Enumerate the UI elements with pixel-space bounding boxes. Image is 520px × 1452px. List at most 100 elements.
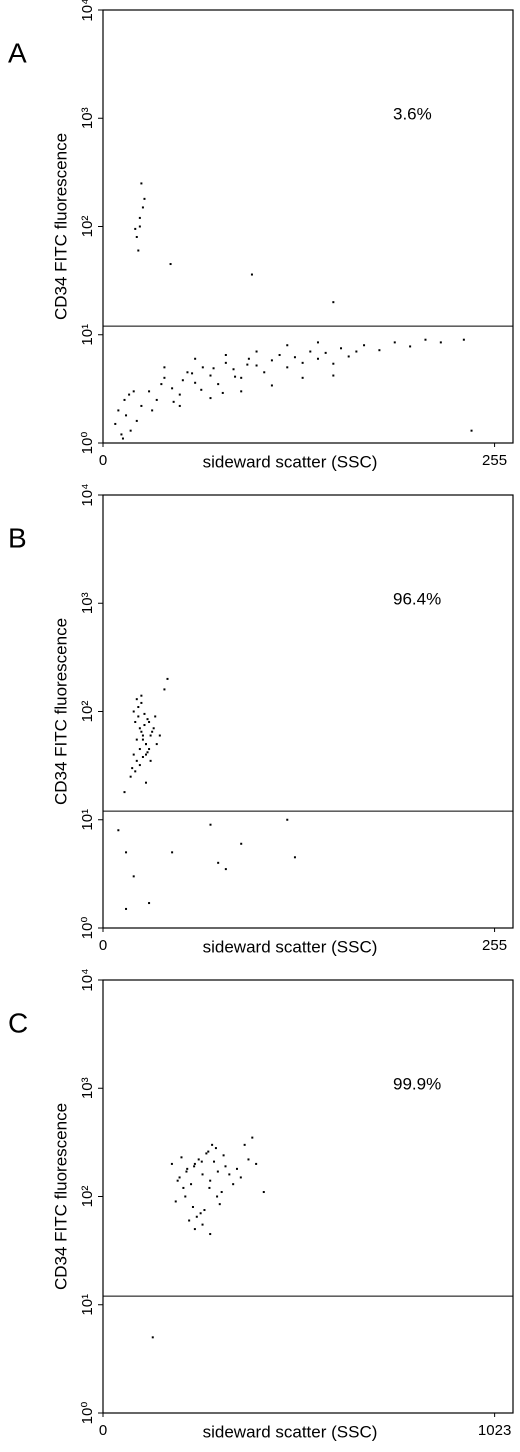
point [138,216,141,219]
point [163,376,166,379]
point [409,345,412,348]
y-tick-label: 10¹ [79,1294,96,1316]
point [137,249,140,252]
point [128,393,131,396]
point [151,1336,154,1339]
point [240,376,243,379]
point [232,1183,235,1186]
point [224,361,227,364]
y-tick-label: 10⁴ [79,0,96,22]
point [197,1158,200,1161]
point [424,338,427,341]
point [143,724,146,727]
point [171,851,174,854]
panel-label: A [8,37,27,68]
point [171,387,174,390]
x-axis-label: sideward scatter (SSC) [203,1422,378,1441]
point [439,341,442,344]
point [178,1176,181,1179]
point [232,368,235,371]
x-tick-label: 0 [99,452,107,469]
point [132,753,135,756]
point [154,715,157,718]
panel-label: B [8,522,27,553]
point [137,706,140,709]
point [158,734,161,737]
y-tick-label: 10⁰ [79,917,96,940]
point [217,861,220,864]
point [216,1195,219,1198]
point [201,366,204,369]
plot-frame [102,494,514,929]
point [166,677,169,680]
point [393,341,396,344]
x-tick-label: 1023 [478,1422,511,1439]
x-axis-label: sideward scatter (SSC) [203,937,378,956]
point [207,1150,210,1153]
point [137,715,140,718]
point [148,748,151,751]
point [144,781,147,784]
point [270,384,273,387]
point [378,349,381,352]
point [146,718,149,721]
point [144,753,147,756]
point [160,383,163,386]
point [172,400,175,403]
point [194,381,197,384]
point [309,350,312,353]
point [143,197,146,200]
point [462,338,465,341]
point [293,856,296,859]
point [141,734,144,737]
point [316,341,319,344]
y-tick-label: 10² [79,1186,96,1208]
point [195,1215,198,1218]
point [138,225,141,228]
point [134,227,137,230]
point [141,206,144,209]
panel-label: C [8,1007,28,1038]
y-tick-label: 10² [79,701,96,723]
point [140,694,143,697]
point [180,1156,183,1159]
point [117,409,120,412]
point [148,902,151,905]
point [200,388,203,391]
point [193,1228,196,1231]
point [209,397,212,400]
y-tick-label: 10⁰ [79,1402,96,1425]
y-tick-label: 10³ [79,1077,96,1099]
y-tick-label: 10¹ [79,324,96,346]
point [138,727,141,730]
point [286,366,289,369]
point [132,710,135,713]
point [129,429,132,432]
point [176,1179,179,1182]
point [123,398,126,401]
y-tick-label: 10³ [79,592,96,614]
point [208,1186,211,1189]
point [178,404,181,407]
point [224,354,227,357]
point [278,354,281,357]
point [194,357,197,360]
point [205,1152,208,1155]
point [286,344,289,347]
point [143,712,146,715]
point [301,361,304,364]
point [182,1186,185,1189]
y-tick-label: 10⁴ [79,968,96,991]
annotation: 99.9% [393,1074,441,1093]
y-axis-label: CD34 FITC fluorescence [51,618,70,805]
y-axis-label: CD34 FITC fluorescence [51,133,70,320]
point [255,350,258,353]
point [135,235,138,238]
point [190,1183,193,1186]
point [240,842,243,845]
point [209,374,212,377]
point [209,823,212,826]
point [146,751,149,754]
x-tick-label: 0 [99,937,107,954]
y-tick-label: 10² [79,216,96,238]
